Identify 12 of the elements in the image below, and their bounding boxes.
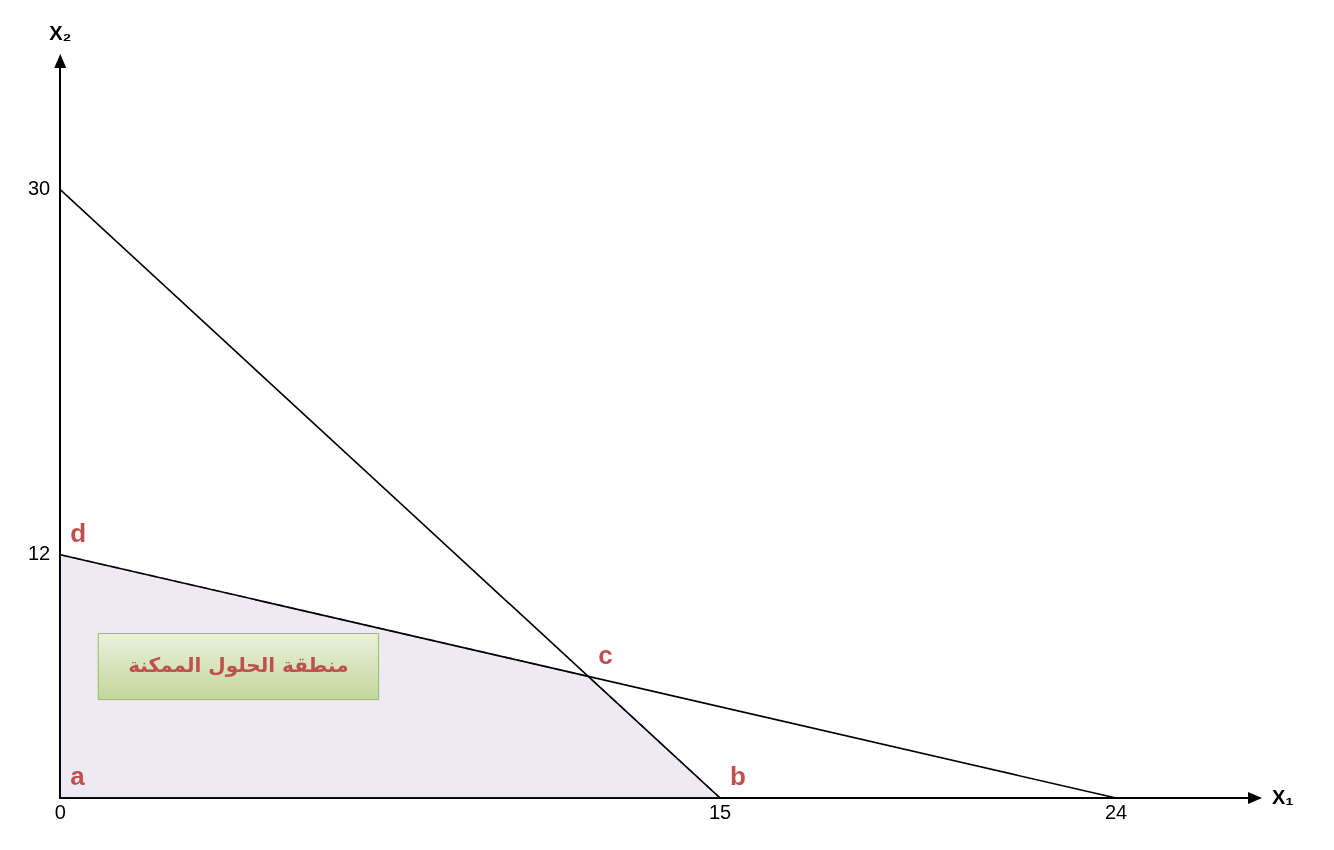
annotation: d bbox=[70, 517, 87, 548]
y-tick-label: 30 bbox=[28, 177, 51, 200]
y-tick-label: 12 bbox=[28, 542, 51, 565]
y-axis-title: X₂ bbox=[49, 21, 72, 44]
x-tick-label: 15 bbox=[708, 800, 732, 823]
annotation: منطقة الحلول الممكنة bbox=[128, 652, 349, 677]
x-tick-label: 24 bbox=[1104, 800, 1128, 823]
annotation: a bbox=[70, 761, 86, 792]
x-axis-title: X₁ bbox=[1272, 785, 1294, 808]
x-tick-label: 0 bbox=[54, 800, 66, 823]
annotation: c bbox=[598, 639, 613, 670]
annotation: b bbox=[730, 761, 746, 792]
